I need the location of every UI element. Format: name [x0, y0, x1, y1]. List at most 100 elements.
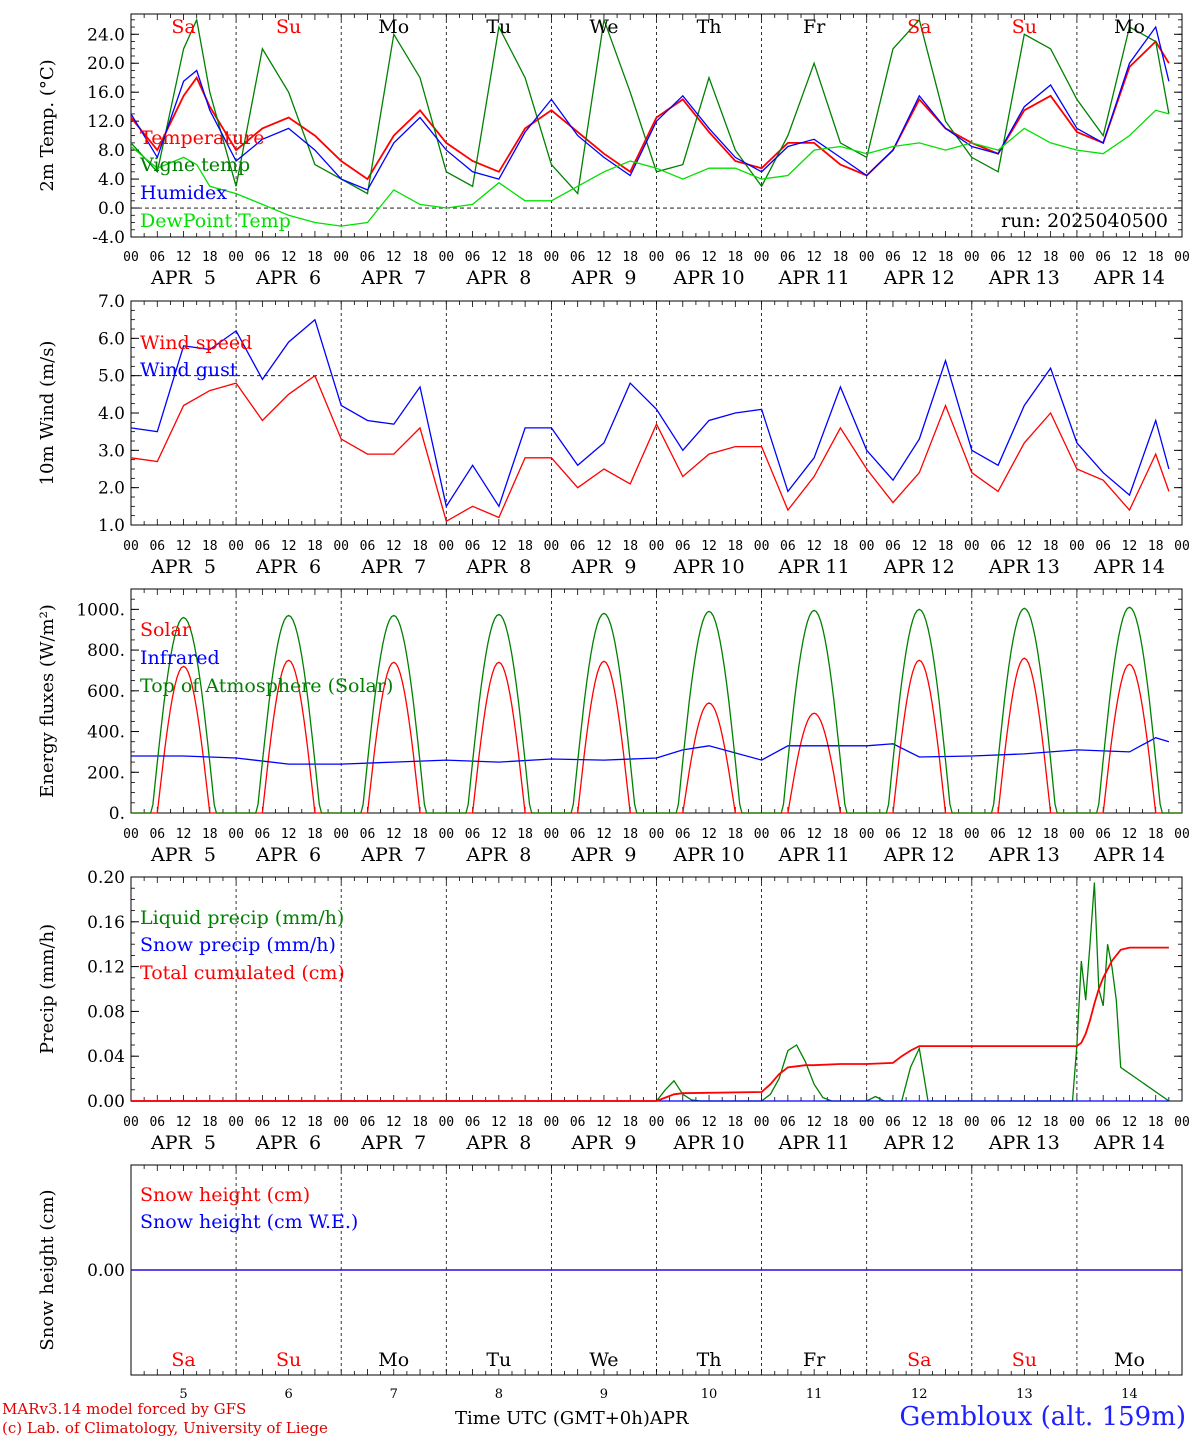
hour-tick-label: 00	[438, 250, 454, 265]
hour-tick-label: 06	[885, 1115, 901, 1130]
hour-tick-label: 12	[176, 250, 192, 265]
y-tick-label: 20.0	[87, 54, 125, 74]
hour-tick-label: 00	[859, 539, 875, 554]
hour-tick-label: 12	[176, 827, 192, 842]
model-credit-line1: MARv3.14 model forced by GFS	[2, 1400, 247, 1418]
y-tick-label: -4.0	[92, 228, 125, 248]
hour-tick-label: 06	[780, 539, 796, 554]
hour-tick-label: 06	[675, 539, 691, 554]
hour-tick-label: 18	[622, 1115, 638, 1130]
hour-tick-label: 12	[281, 250, 297, 265]
hour-tick-label: 18	[727, 539, 743, 554]
hour-tick-label: 18	[307, 539, 323, 554]
panel-frame	[130, 300, 1183, 526]
y-tick-label: 0.00	[87, 1092, 125, 1112]
day-of-week-label: Mo	[378, 16, 409, 38]
y-axis-title: 2m Temp. (°C)	[37, 59, 58, 191]
hour-tick-label: 06	[149, 1115, 165, 1130]
y-tick-label: 0.08	[87, 1002, 125, 1022]
y-tick-label: 4.0	[98, 170, 125, 190]
day-number-label: 5	[179, 1387, 187, 1402]
hour-tick-label: 12	[806, 1115, 822, 1130]
hour-tick-label: 06	[675, 827, 691, 842]
series-line-temp-1	[130, 17, 1170, 196]
hour-tick-label: 12	[701, 250, 717, 265]
hour-tick-label: 18	[412, 539, 428, 554]
hour-tick-label: 00	[1069, 539, 1085, 554]
hour-tick-label: 00	[859, 1115, 875, 1130]
date-label: APR 10	[673, 556, 745, 578]
date-label: APR 14	[1093, 844, 1165, 866]
hour-tick-label: 12	[911, 250, 927, 265]
hour-tick-label: 06	[255, 827, 271, 842]
date-label: APR 11	[778, 844, 850, 866]
hour-tick-label: 18	[517, 1115, 533, 1130]
hour-tick-label: 00	[754, 827, 770, 842]
hour-tick-label: 18	[833, 827, 849, 842]
hour-tick-label: 18	[833, 539, 849, 554]
hour-tick-label: 00	[859, 250, 875, 265]
hour-tick-label: 06	[1095, 539, 1111, 554]
hour-tick-label: 12	[386, 827, 402, 842]
hour-tick-label: 00	[964, 1115, 980, 1130]
date-label: APR 7	[360, 556, 426, 578]
hour-tick-label: 00	[1174, 539, 1190, 554]
hour-tick-label: 00	[228, 827, 244, 842]
hour-tick-label: 12	[491, 827, 507, 842]
y-axis-title: Snow height (cm)	[37, 1189, 58, 1350]
hour-tick-label: 00	[1174, 250, 1190, 265]
date-label: APR 14	[1093, 1132, 1165, 1154]
day-of-week-label: Mo	[1114, 16, 1145, 38]
hour-tick-label: 12	[1122, 539, 1138, 554]
series-line-wind-1	[130, 318, 1170, 508]
hour-tick-label: 12	[701, 1115, 717, 1130]
day-of-week-label: We	[589, 16, 618, 38]
hour-tick-label: 18	[517, 250, 533, 265]
date-label: APR 12	[883, 844, 955, 866]
hour-tick-label: 18	[517, 539, 533, 554]
hour-tick-label: 12	[911, 1115, 927, 1130]
hour-tick-label: 06	[675, 250, 691, 265]
hour-tick-label: 00	[1174, 1115, 1190, 1130]
hour-tick-label: 18	[938, 539, 954, 554]
date-label: APR 6	[255, 556, 321, 578]
day-of-week-label: Fr	[803, 16, 826, 38]
y-axis-title: Energy fluxes (W/m²)	[37, 604, 58, 798]
hour-tick-label: 06	[885, 827, 901, 842]
y-tick-label: 0.16	[87, 913, 125, 933]
hour-tick-label: 00	[649, 250, 665, 265]
y-tick-label: 2.0	[98, 479, 125, 499]
hour-tick-label: 12	[491, 250, 507, 265]
date-label: APR 13	[988, 556, 1060, 578]
date-label: APR 5	[150, 267, 216, 289]
hour-tick-label: 12	[281, 539, 297, 554]
y-tick-label: 24.0	[87, 25, 125, 45]
hour-tick-label: 12	[491, 1115, 507, 1130]
day-of-week-label: Su	[276, 16, 301, 38]
hour-tick-label: 18	[1043, 539, 1059, 554]
hour-tick-label: 00	[544, 250, 560, 265]
date-label: APR 8	[465, 267, 531, 289]
date-label: APR 5	[150, 1132, 216, 1154]
hour-tick-label: 12	[1017, 1115, 1033, 1130]
hour-tick-label: 18	[1148, 539, 1164, 554]
y-tick-label: 8.0	[98, 141, 125, 161]
hour-tick-label: 18	[727, 1115, 743, 1130]
hour-tick-label: 12	[281, 1115, 297, 1130]
day-number-label: 10	[701, 1387, 718, 1402]
panel-temp: 24.0 20.0 16.0 12.0 8.0 4.0 0.0 -4.0 2m Temp. (°…	[37, 13, 1190, 289]
hour-tick-label: 06	[570, 1115, 586, 1130]
hour-tick-label: 18	[202, 1115, 218, 1130]
y-tick-label: 200.	[87, 763, 125, 783]
hour-tick-label: 18	[622, 827, 638, 842]
hour-tick-label: 00	[123, 250, 139, 265]
day-number-label: 8	[495, 1387, 503, 1402]
hour-tick-label: 18	[938, 250, 954, 265]
date-label: APR 5	[150, 556, 216, 578]
day-of-week-label-bottom: Su	[1012, 1349, 1037, 1371]
hour-tick-label: 18	[938, 827, 954, 842]
day-number-label: 11	[806, 1387, 823, 1402]
day-of-week-label-bottom: Sa	[907, 1349, 931, 1371]
hour-tick-label: 06	[149, 539, 165, 554]
legend-entry: Humidex	[140, 182, 227, 204]
